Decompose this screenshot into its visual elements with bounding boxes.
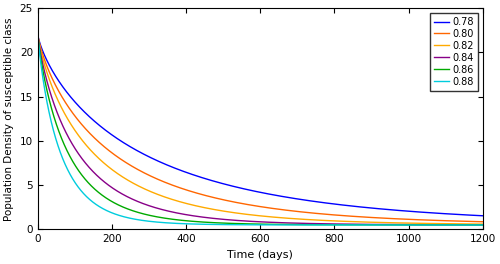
0.80 (86, 130, 91, 134)
0.84 (423, 223, 429, 226)
0.86 (480, 223, 486, 227)
0.78 (35, 33, 41, 36)
0.86 (86, 181, 91, 185)
Line: 0.80: 0.80 (38, 35, 482, 222)
0.80 (480, 220, 486, 223)
0.80 (224, 199, 230, 202)
Line: 0.78: 0.78 (38, 35, 482, 216)
0.78 (471, 214, 477, 217)
Y-axis label: Population Density of susceptible class: Population Density of susceptible class (4, 17, 14, 220)
0.80 (423, 218, 429, 221)
0.80 (112, 154, 118, 157)
Legend: 0.78, 0.80, 0.82, 0.84, 0.86, 0.88: 0.78, 0.80, 0.82, 0.84, 0.86, 0.88 (430, 13, 478, 91)
0.88 (206, 223, 212, 226)
0.84 (224, 218, 230, 221)
0.84 (471, 223, 477, 227)
0.84 (112, 188, 118, 191)
0.80 (206, 195, 212, 198)
0.88 (471, 223, 477, 227)
0.78 (86, 114, 91, 117)
0.88 (423, 223, 429, 227)
0.80 (471, 220, 477, 223)
0.82 (471, 223, 477, 226)
0.78 (112, 135, 118, 139)
0.86 (206, 221, 212, 224)
0.86 (112, 202, 118, 205)
0.82 (423, 222, 429, 225)
0.84 (35, 33, 41, 36)
0.88 (35, 33, 41, 36)
Line: 0.82: 0.82 (38, 35, 482, 224)
0.78 (206, 178, 212, 181)
0.80 (35, 33, 41, 36)
0.78 (224, 183, 230, 186)
0.86 (423, 223, 429, 227)
0.82 (206, 207, 212, 210)
0.88 (86, 197, 91, 200)
Line: 0.88: 0.88 (38, 35, 482, 225)
0.88 (224, 223, 230, 226)
0.82 (35, 33, 41, 36)
Line: 0.84: 0.84 (38, 35, 482, 225)
0.84 (480, 223, 486, 227)
0.82 (86, 146, 91, 149)
0.86 (471, 223, 477, 227)
0.86 (35, 33, 41, 36)
0.86 (224, 222, 230, 225)
0.88 (112, 213, 118, 216)
Line: 0.86: 0.86 (38, 35, 482, 225)
0.84 (86, 165, 91, 168)
0.84 (206, 216, 212, 219)
0.78 (480, 214, 486, 217)
0.82 (112, 170, 118, 173)
0.88 (480, 223, 486, 227)
0.82 (480, 223, 486, 226)
X-axis label: Time (days): Time (days) (228, 250, 293, 260)
0.78 (423, 211, 429, 214)
0.82 (224, 210, 230, 213)
